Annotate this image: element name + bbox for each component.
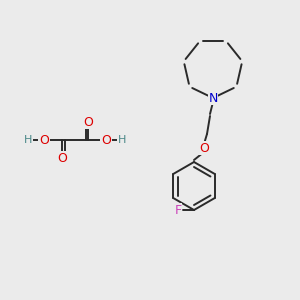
Text: O: O [199, 142, 209, 154]
Text: H: H [118, 135, 126, 145]
Text: F: F [174, 203, 182, 217]
Text: O: O [39, 134, 49, 146]
Text: H: H [24, 135, 32, 145]
Text: O: O [83, 116, 93, 128]
Text: O: O [57, 152, 67, 164]
Text: O: O [101, 134, 111, 146]
Text: N: N [208, 92, 218, 104]
